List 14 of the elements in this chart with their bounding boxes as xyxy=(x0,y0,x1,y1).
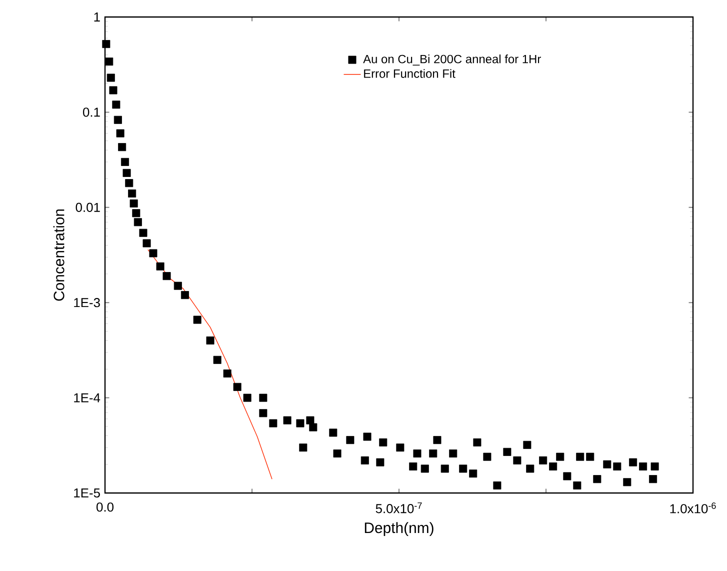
x-tick-label: 5.0x10$^{-7}$ xyxy=(376,502,422,514)
line-series xyxy=(148,249,272,480)
y-tick-label: 1 xyxy=(94,12,100,22)
x-axis-title: Depth(nm) xyxy=(364,522,434,536)
legend-label: Au on Cu_Bi 200C anneal for 1Hr xyxy=(363,54,541,66)
y-tick-label: 0.1 xyxy=(82,108,100,117)
legend-label: Error Function Fit xyxy=(364,69,456,78)
y-tick-label: 0.01 xyxy=(76,202,100,212)
y-tick-label: 1E-3 xyxy=(74,298,100,308)
y-tick-label: 1E-5 xyxy=(74,488,100,498)
y-axis-title: Concentration xyxy=(53,209,64,301)
x-tick-label: 0.0 xyxy=(96,502,114,512)
x-tick-label: 1.0x10$^{-6}$ xyxy=(670,502,716,514)
y-tick-label: 1E-4 xyxy=(74,393,100,402)
